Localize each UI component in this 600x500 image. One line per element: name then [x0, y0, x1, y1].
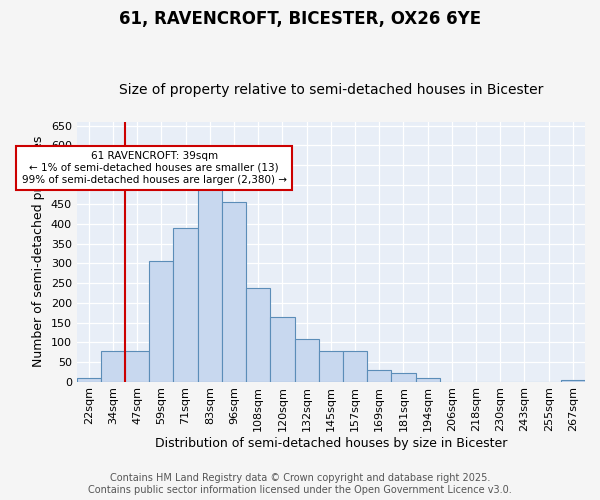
Bar: [197, 174, 222, 382]
Bar: [101, 351, 125, 382]
Bar: [271, 318, 295, 382]
Bar: [125, 351, 149, 382]
Y-axis label: Number of semi-detached properties: Number of semi-detached properties: [32, 136, 45, 368]
Bar: [149, 260, 173, 382]
Bar: [173, 228, 197, 382]
Bar: [246, 288, 271, 382]
Bar: [319, 351, 343, 382]
Bar: [561, 380, 585, 382]
Bar: [77, 378, 101, 382]
Text: 61, RAVENCROFT, BICESTER, OX26 6YE: 61, RAVENCROFT, BICESTER, OX26 6YE: [119, 10, 481, 28]
Bar: [367, 370, 391, 382]
Text: 61 RAVENCROFT: 39sqm
← 1% of semi-detached houses are smaller (13)
99% of semi-d: 61 RAVENCROFT: 39sqm ← 1% of semi-detach…: [22, 152, 287, 184]
Title: Size of property relative to semi-detached houses in Bicester: Size of property relative to semi-detach…: [119, 83, 543, 97]
Bar: [295, 339, 319, 382]
Bar: [343, 351, 367, 382]
X-axis label: Distribution of semi-detached houses by size in Bicester: Distribution of semi-detached houses by …: [155, 437, 507, 450]
Bar: [416, 378, 440, 382]
Bar: [222, 202, 246, 382]
Bar: [391, 373, 416, 382]
Text: Contains HM Land Registry data © Crown copyright and database right 2025.
Contai: Contains HM Land Registry data © Crown c…: [88, 474, 512, 495]
